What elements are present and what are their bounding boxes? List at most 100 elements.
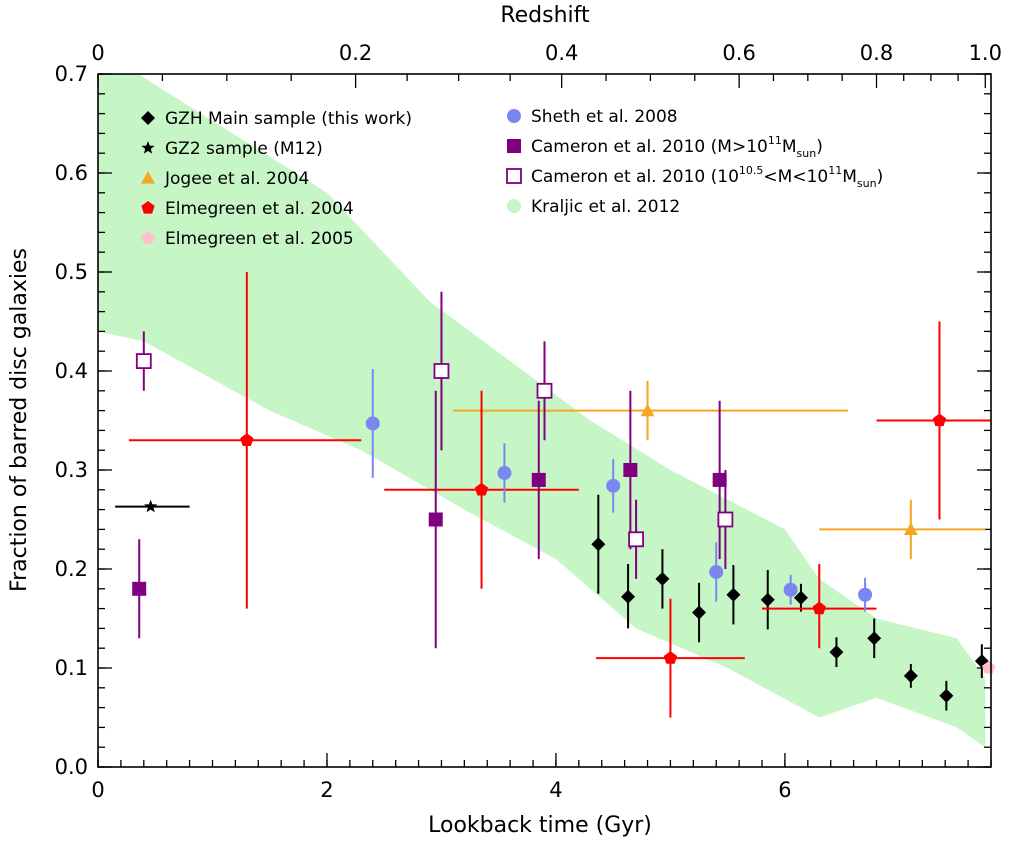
data-point-marker: [903, 668, 918, 683]
legend-label-part: Kraljic et al. 2012: [531, 197, 680, 217]
data-point-marker: [760, 592, 775, 607]
legend-entry: Elmegreen et al. 2004: [141, 199, 354, 219]
x-tick-label: 6: [778, 778, 791, 802]
data-point-marker: [132, 581, 147, 596]
legend-label-part: M: [782, 137, 797, 157]
legend-entry: Sheth et al. 2008: [507, 107, 678, 127]
data-point-marker: [628, 531, 644, 548]
y-tick-label: 0.7: [55, 62, 88, 86]
data-point-marker: [507, 139, 521, 153]
data-point-marker: [858, 587, 873, 602]
legend-entry: GZH Main sample (this work): [141, 109, 412, 129]
legend-label: Sheth et al. 2008: [531, 107, 678, 127]
legend-label-part: Sheth et al. 2008: [531, 107, 678, 127]
data-point-marker: [932, 413, 947, 427]
x-tick-label: 0: [91, 778, 104, 802]
data-point-marker: [433, 363, 450, 379]
axes-layer: 0.00.10.20.30.40.50.60.70 2 4 60 0.2 0.4 0.6 0.…: [55, 41, 1002, 802]
data-point-marker: [783, 582, 798, 597]
data-point-marker: [591, 537, 606, 552]
legend-label-part: Cameron et al. 2010 (10: [531, 167, 739, 187]
x-tick-label: 2: [320, 778, 333, 802]
legend-label-part: M: [842, 167, 857, 187]
plot-frame: [97, 73, 992, 768]
data-point-marker: [141, 141, 155, 154]
top-tick-label: 0.8: [860, 41, 893, 65]
top-tick-label: 0.2: [339, 41, 372, 65]
data-point-marker: [497, 465, 512, 480]
y-tick-label: 0.4: [55, 359, 88, 383]
data-point-marker: [621, 589, 636, 604]
data-point-marker: [141, 231, 155, 244]
x-tick-label: 4: [549, 778, 562, 802]
data-point-marker: [144, 499, 158, 513]
legend-entry: Cameron et al. 2010 (1010.5<M<1011Msun): [506, 164, 883, 190]
data-point-marker: [712, 472, 727, 487]
legend-label-part: GZH Main sample (this work): [165, 109, 412, 129]
legend-label: GZH Main sample (this work): [165, 109, 412, 129]
data-point-marker: [726, 587, 741, 602]
data-point-marker: [655, 571, 670, 586]
data-point-marker: [640, 403, 655, 417]
legend-label: Elmegreen et al. 2004: [165, 199, 354, 219]
legend-label-part: ): [877, 167, 884, 187]
data-point-marker: [141, 111, 155, 125]
legend-label-part: ): [816, 137, 823, 157]
legend-label: GZ2 sample (M12): [165, 139, 323, 159]
legend-label-part: Elmegreen et al. 2004: [165, 199, 354, 219]
top-tick-label: 0.4: [545, 41, 578, 65]
data-point-marker: [903, 522, 918, 535]
data-point-marker: [623, 463, 638, 477]
data-point-marker: [507, 109, 521, 123]
data-point-marker: [240, 433, 254, 446]
y-tick-label: 0.5: [55, 260, 88, 284]
legend-label: Kraljic et al. 2012: [531, 197, 680, 217]
legend: GZH Main sample (this work) GZ2 sample (M…: [141, 107, 883, 249]
data-point-marker: [141, 201, 155, 214]
legend-entry: GZ2 sample (M12): [141, 139, 323, 159]
data-point-marker: [663, 651, 678, 664]
data-point-marker: [428, 512, 443, 527]
y-tick-label: 0.0: [55, 755, 88, 779]
legend-label-part: 11: [768, 134, 782, 147]
data-point-marker: [531, 472, 546, 487]
legend-label-part: sun: [857, 177, 877, 190]
data-point-marker: [606, 478, 621, 493]
data-point-marker: [982, 661, 996, 674]
legend-entry: Cameron et al. 2010 (M>1011Msun): [507, 134, 823, 160]
data-point-marker: [717, 511, 734, 528]
data-point-marker: [829, 645, 844, 660]
top-tick-label: 0.6: [722, 41, 755, 65]
legend-label-part: Jogee et al. 2004: [164, 169, 309, 189]
legend-label-part: GZ2 sample (M12): [165, 139, 323, 159]
data-point-marker: [141, 171, 155, 184]
y-tick-label: 0.3: [55, 458, 88, 482]
data-point-marker: [135, 353, 152, 370]
data-point-marker: [709, 564, 724, 579]
data-point-marker: [474, 482, 489, 496]
data-point-marker: [939, 688, 954, 703]
legend-label-part: sun: [797, 147, 817, 160]
legend-label-part: 10.5: [739, 164, 764, 177]
data-layer: [115, 272, 996, 718]
legend-label: Jogee et al. 2004: [164, 169, 309, 189]
legend-entry: Elmegreen et al. 2005: [141, 229, 354, 249]
y-tick-label: 0.1: [55, 656, 88, 680]
x-axis-label: Lookback time (Gyr): [428, 813, 652, 838]
y-axis-label: Fraction of barred disc galaxies: [7, 248, 32, 592]
top-tick-label: 0: [91, 41, 104, 65]
legend-entry: Jogee et al. 2004: [141, 169, 309, 189]
data-point-marker: [867, 631, 882, 646]
legend-label: Cameron et al. 2010 (M>1011Msun): [531, 134, 823, 160]
legend-swatch: [507, 199, 521, 213]
data-point-marker: [536, 382, 553, 399]
legend-label-part: 11: [828, 164, 842, 177]
top-axis-label: Redshift: [500, 3, 590, 28]
data-point-marker: [812, 601, 826, 615]
legend-label: Cameron et al. 2010 (1010.5<M<1011Msun): [531, 164, 883, 190]
y-tick-label: 0.2: [55, 557, 88, 581]
legend-label-part: Cameron et al. 2010 (M>10: [531, 137, 768, 157]
legend-label: Elmegreen et al. 2005: [165, 229, 354, 249]
data-point-marker: [692, 605, 707, 620]
